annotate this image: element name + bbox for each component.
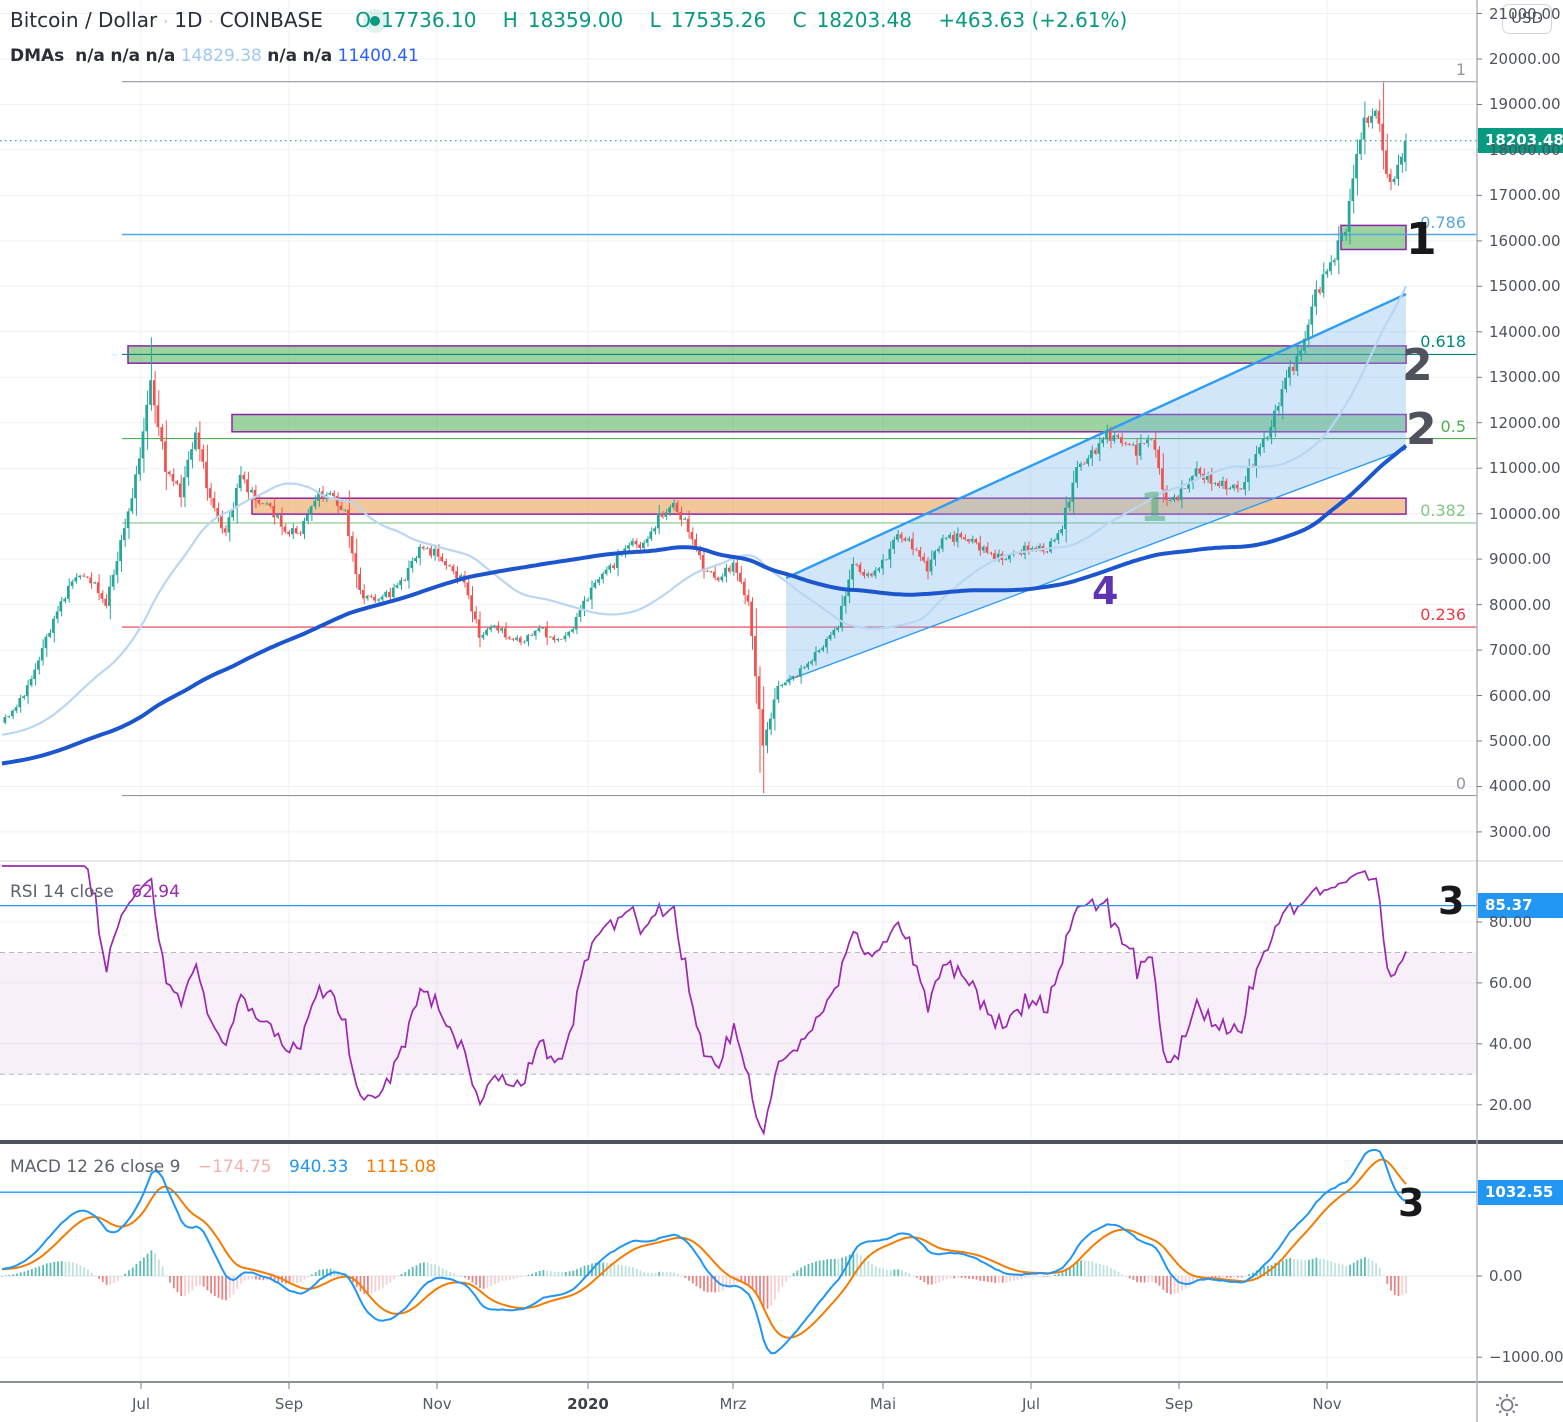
fib-level-label[interactable]: 0.5 <box>1440 416 1466 436</box>
wave-count-label[interactable]: 1 <box>1140 485 1168 531</box>
time-tick-label: Sep <box>274 1395 304 1413</box>
fib-level-label[interactable]: 0 <box>1455 773 1466 793</box>
wave-count-label[interactable]: 1 <box>1406 214 1437 265</box>
macd-signal-value: 1115.08 <box>365 1157 437 1177</box>
macd-name: MACD 12 26 close 9 <box>10 1157 181 1177</box>
chart-header: Bitcoin / Dollar · 1D · COINBASE O 17736.10 H… <box>10 8 1137 32</box>
rsi-value: 62.94 <box>131 882 180 902</box>
time-tick-label: Jul <box>131 1395 151 1413</box>
axis-tick-label: 14000.00 <box>1489 322 1561 341</box>
change-value: +463.63 (+2.61%) <box>938 8 1128 32</box>
fib-level-label[interactable]: 0.382 <box>1420 500 1466 520</box>
time-tick-label: Nov <box>422 1395 452 1413</box>
axis-tick-label: 3000.00 <box>1489 822 1552 841</box>
axis-tick-label: 8000.00 <box>1489 595 1552 614</box>
open-value: 17736.10 <box>381 8 477 32</box>
dma-label: DMAs <box>10 46 65 66</box>
fib-level-label[interactable]: 0.786 <box>1420 212 1466 232</box>
axis-tick-label: 80.00 <box>1489 913 1532 931</box>
fib-level-label[interactable]: 0.618 <box>1420 332 1466 352</box>
axis-tick-label: 12000.00 <box>1489 413 1561 432</box>
axis-tick-label: 19000.00 <box>1489 95 1561 114</box>
settings-gear-icon <box>1496 1394 1518 1416</box>
symbol-title[interactable]: Bitcoin / Dollar <box>10 8 158 32</box>
axis-tick-label: 60.00 <box>1489 973 1532 992</box>
low-value: 17535.26 <box>670 8 767 32</box>
rsi-name: RSI 14 close <box>10 882 114 902</box>
dma-fast-value: 14829.38 <box>180 46 262 66</box>
dma-indicator-row[interactable]: DMAs n/a n/a n/a 14829.38 n/a n/a 11400.… <box>10 46 419 66</box>
fib-level-label[interactable]: 0.236 <box>1420 605 1466 625</box>
axis-tick-label: −1000.00 <box>1489 1348 1563 1367</box>
axis-tick-label: 17000.00 <box>1489 186 1561 205</box>
axis-tick-label: 18000.00 <box>1489 140 1561 159</box>
macd-hist-value: −174.75 <box>197 1157 272 1177</box>
rsi-level-tag: 85.37 <box>1478 893 1563 919</box>
wave-count-label[interactable]: 3 <box>1398 1181 1425 1225</box>
axis-tick-label: 9000.00 <box>1489 550 1552 569</box>
axis-tick-label: 20000.00 <box>1489 50 1561 68</box>
axis-tick-label: 21000.00 <box>1489 4 1561 23</box>
exchange-label: COINBASE <box>219 8 323 32</box>
wave-count-label[interactable]: 4 <box>1092 569 1119 613</box>
rsi-pane-header[interactable]: RSI 14 close 62.94 <box>10 882 180 902</box>
fib-level-label[interactable]: 1 <box>1455 59 1466 79</box>
axis-tick-label: 5000.00 <box>1489 732 1552 750</box>
macd-level-tag: 1032.55 <box>1478 1179 1563 1205</box>
axis-tick-label: 11000.00 <box>1489 459 1561 478</box>
axis-tick-label: 20.00 <box>1489 1095 1532 1114</box>
dma-slow-value: 11400.41 <box>337 46 419 66</box>
time-tick-label: Sep <box>1164 1395 1194 1413</box>
high-value: 18359.00 <box>527 8 624 32</box>
close-value: 18203.48 <box>816 8 912 32</box>
axis-tick-label: 0.00 <box>1489 1267 1523 1285</box>
axis-tick-label: 7000.00 <box>1489 641 1552 660</box>
axis-tick-label: 6000.00 <box>1489 686 1552 705</box>
last-price-tag: 18203.48 <box>1478 128 1563 154</box>
interval-label[interactable]: 1D <box>174 8 203 32</box>
macd-pane-header[interactable]: MACD 12 26 close 9 −174.75 940.33 1115.0… <box>10 1157 436 1177</box>
wave-count-label[interactable]: 2 <box>1402 340 1433 391</box>
exchange-logo-icon <box>363 9 387 33</box>
time-tick-label: Mrz <box>719 1395 747 1413</box>
time-tick-label: Mai <box>869 1395 897 1413</box>
axis-tick-label: 13000.00 <box>1489 368 1561 387</box>
time-tick-label: 2020 <box>567 1395 609 1413</box>
axis-tick-label: 40.00 <box>1489 1034 1532 1053</box>
currency-toggle-button[interactable]: USD <box>1502 4 1552 34</box>
axis-tick-label: 15000.00 <box>1489 277 1561 296</box>
axis-tick-label: 4000.00 <box>1489 777 1552 796</box>
axis-tick-label: 16000.00 <box>1489 231 1561 250</box>
time-tick-label: Nov <box>1312 1395 1342 1413</box>
wave-count-label[interactable]: 3 <box>1438 879 1465 923</box>
wave-count-label[interactable]: 2 <box>1406 404 1437 455</box>
ohlc-values: O 17736.10 H 18359.00 L 17535.26 C 18203.48 … <box>355 8 1128 32</box>
axis-tick-label: 10000.00 <box>1489 504 1561 523</box>
time-tick-label: Jul <box>1021 1395 1041 1413</box>
macd-line-value: 940.33 <box>289 1157 349 1177</box>
